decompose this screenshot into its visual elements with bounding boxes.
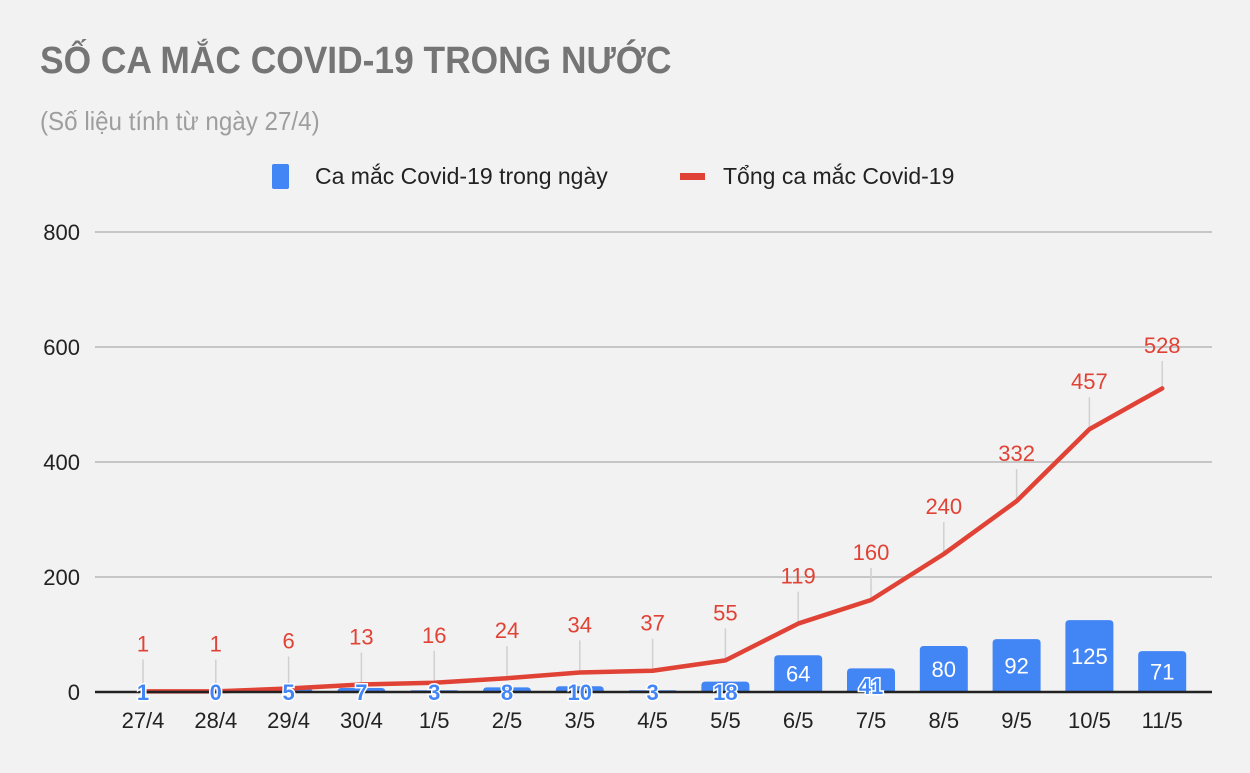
x-tick-label: 8/5: [929, 708, 960, 733]
x-tick-label: 4/5: [637, 708, 668, 733]
bar: [555, 686, 604, 692]
y-tick-label: 800: [43, 220, 80, 245]
x-tick-label: 29/4: [267, 708, 310, 733]
x-tick-label: 7/5: [856, 708, 887, 733]
total-value-label: 16: [422, 623, 446, 648]
total-value-label: 1: [137, 631, 149, 656]
x-tick-label: 2/5: [492, 708, 523, 733]
bar: [774, 655, 823, 692]
y-tick-label: 200: [43, 565, 80, 590]
line-series: [140, 386, 1165, 694]
legend-label-total: Tổng ca mắc Covid-19: [723, 163, 955, 189]
total-value-label: 13: [349, 625, 373, 650]
legend: Ca mắc Covid-19 trong ngày Tổng ca mắc C…: [0, 163, 1250, 195]
daily-value-label: 80: [932, 657, 956, 682]
daily-value-label: 10: [568, 680, 592, 705]
gridlines: [95, 231, 1212, 578]
daily-value-label: 18: [713, 680, 737, 705]
x-tick-label: 30/4: [340, 708, 383, 733]
legend-label-daily: Ca mắc Covid-19 trong ngày: [315, 163, 608, 189]
x-tick-label: 1/5: [419, 708, 450, 733]
x-axis: 27/4 28/4 29/4 30/4 1/5 2/5 3/5 4/5 5/5 6/5 7/5 8/5…: [95, 690, 1212, 733]
line-label-leaders: [142, 361, 1163, 690]
total-value-label: 528: [1144, 333, 1181, 358]
y-axis: 0 200 400 600 800: [43, 220, 80, 705]
bar: [847, 668, 895, 692]
total-value-label: 160: [853, 540, 890, 565]
daily-value-label: 41: [859, 674, 883, 699]
x-tick-label: 9/5: [1001, 708, 1032, 733]
daily-value-label: 92: [1004, 654, 1028, 679]
x-tick-label: 6/5: [783, 708, 814, 733]
y-tick-label: 400: [43, 450, 80, 475]
bar: [1138, 651, 1187, 692]
bar: [992, 639, 1041, 692]
daily-value-label: 7: [355, 680, 367, 705]
bar: [1065, 620, 1114, 692]
total-value-label: 6: [282, 629, 294, 654]
total-value-label: 37: [640, 611, 664, 636]
daily-value-label: 8: [501, 680, 513, 705]
daily-value-label: 5: [282, 680, 294, 705]
daily-value-label: 71: [1150, 660, 1174, 685]
x-tick-label: 3/5: [565, 708, 596, 733]
legend-swatch-line-icon: [680, 173, 705, 180]
daily-value-label: 3: [428, 680, 440, 705]
daily-value-label: 0: [210, 680, 222, 705]
y-tick-label: 0: [68, 680, 80, 705]
bar: [919, 646, 968, 692]
x-tick-label: 27/4: [122, 708, 165, 733]
x-tick-label: 5/5: [710, 708, 741, 733]
x-tick-label: 28/4: [194, 708, 237, 733]
total-value-label: 457: [1071, 369, 1108, 394]
y-tick-label: 600: [43, 335, 80, 360]
total-value-label: 55: [713, 600, 737, 625]
total-value-label: 332: [998, 441, 1035, 466]
legend-item-daily: Ca mắc Covid-19 trong ngày: [272, 163, 608, 190]
total-line: [140, 386, 1165, 694]
chart-subtitle: (Số liệu tính từ ngày 27/4): [40, 106, 320, 136]
total-value-label: 24: [495, 618, 519, 643]
x-tick-label: 10/5: [1068, 708, 1111, 733]
daily-value-label: 125: [1071, 644, 1108, 669]
total-value-label: 34: [568, 612, 592, 637]
legend-item-total: Tổng ca mắc Covid-19: [680, 163, 954, 190]
x-tick-label: 11/5: [1142, 708, 1183, 733]
total-value-label: 240: [925, 494, 962, 519]
chart-title: SỐ CA MẮC COVID-19 TRONG NƯỚC: [40, 40, 672, 82]
daily-value-label: 3: [646, 680, 658, 705]
daily-value-label: 64: [786, 662, 810, 687]
total-value-label: 1: [210, 631, 222, 656]
bar: [701, 681, 750, 692]
total-value-label: 119: [781, 564, 816, 589]
legend-swatch-bar-icon: [272, 164, 289, 189]
daily-value-label: 1: [137, 680, 149, 705]
